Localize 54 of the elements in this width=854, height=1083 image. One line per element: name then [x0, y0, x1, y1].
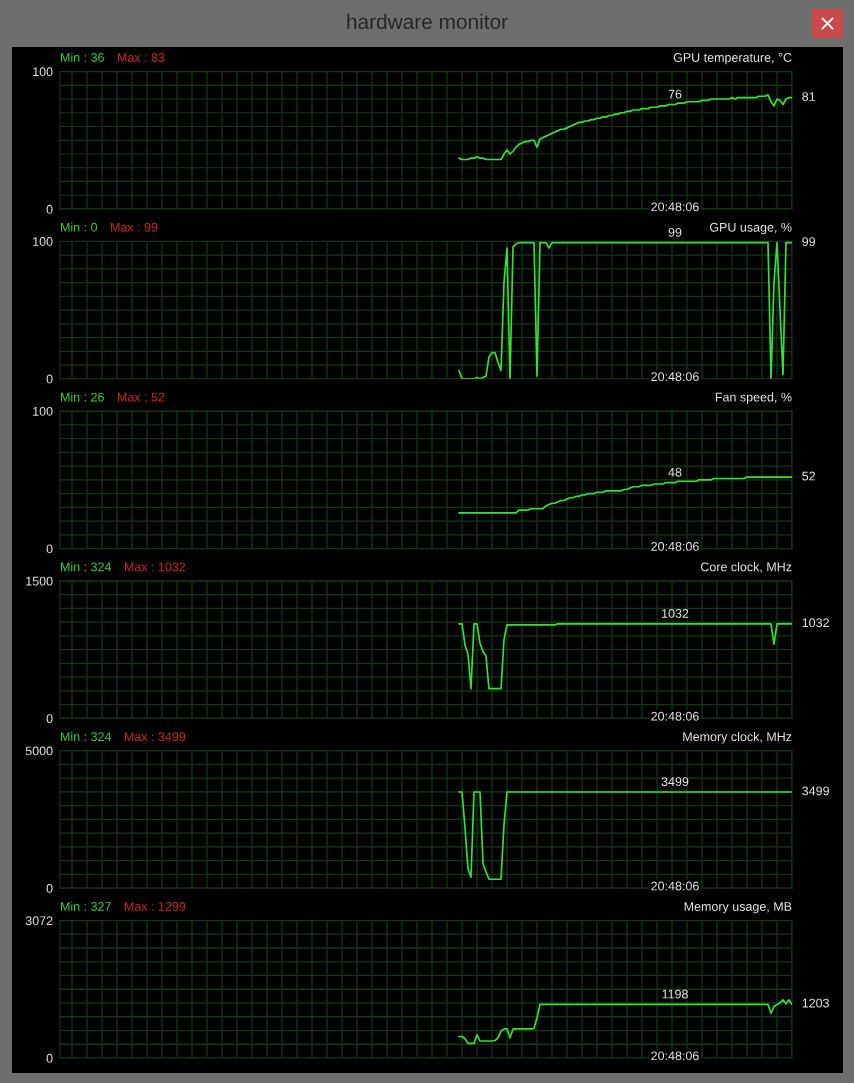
text: Min : 324 [61, 562, 112, 572]
annotation: 1032 [662, 609, 689, 618]
y-tick-label: 0 [46, 544, 53, 554]
annotation: 99 [668, 227, 682, 237]
text: 52 [802, 471, 815, 481]
text: 1032 [802, 618, 829, 628]
line-series [458, 791, 792, 881]
x-tick-label: 20:48:06 [651, 372, 699, 382]
annotation: 76 [668, 89, 682, 99]
line-series [458, 476, 792, 514]
text: Min : 36 [61, 52, 104, 62]
x-tick-label: 20:48:06 [651, 711, 699, 721]
y-tick-label: 100 [33, 67, 53, 77]
y-tick-label: 100 [33, 406, 53, 416]
x-tick-label: 20:48:06 [651, 541, 699, 551]
y-tick-label: 100 [33, 237, 53, 246]
chart-title: Core clock, MHz [700, 562, 792, 573]
text: Max : 1299 [124, 902, 186, 911]
annotation: 1198 [662, 989, 688, 999]
x-tick-label: 20:48:06 [651, 1051, 699, 1061]
chart-title: GPU temperature, °C [673, 53, 792, 65]
text: Max : 99 [111, 222, 158, 232]
text: Min : 327 [61, 901, 111, 911]
chart-title: Memory usage, MB [684, 902, 792, 914]
text: Min : 0 [61, 222, 98, 232]
y-tick-label: 0 [46, 204, 53, 214]
line-series [458, 241, 792, 379]
y-tick-label: 3072 [25, 916, 53, 926]
text: Max : 3499 [124, 732, 186, 742]
text: hardware monitor [347, 13, 508, 30]
y-tick-label: 0 [46, 1053, 53, 1063]
chart-title: GPU usage, % [709, 222, 792, 235]
text: Max : 52 [117, 392, 165, 402]
text: Min : 324 [61, 731, 112, 742]
text: 99 [802, 237, 816, 247]
line-series [458, 999, 792, 1045]
x-tick-label: 20:48:06 [651, 881, 699, 891]
y-tick-label: 5000 [25, 746, 53, 756]
text: 1203 [802, 998, 829, 1008]
annotation: 48 [668, 467, 682, 477]
x-tick-label: 20:48:06 [651, 202, 699, 212]
y-tick-label: 0 [46, 374, 53, 384]
chart-title: Fan speed, % [715, 392, 792, 404]
y-tick-label: 1500 [26, 576, 53, 586]
text: 81 [802, 92, 816, 101]
annotation: 3499 [661, 777, 689, 787]
text: Min : 26 [61, 392, 104, 402]
line-series [458, 622, 792, 690]
chart-title: Memory clock, MHz [683, 731, 792, 744]
y-tick-label: 0 [46, 884, 53, 893]
text: 3499 [802, 786, 829, 796]
text: Max : 83 [117, 53, 165, 62]
y-tick-label: 0 [46, 714, 53, 724]
text: Max : 1032 [124, 562, 186, 572]
